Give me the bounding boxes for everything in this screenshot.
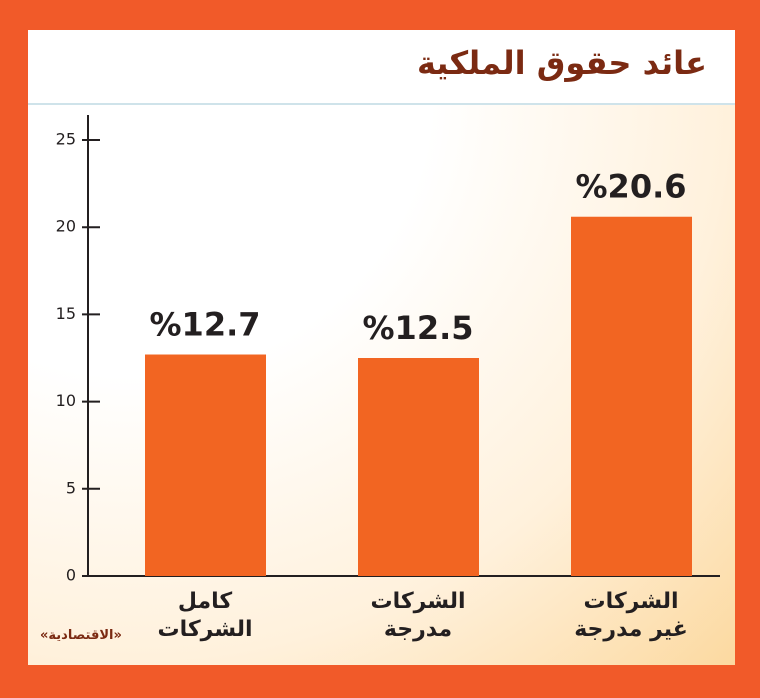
x-tick-label: الشركات مدرجة bbox=[370, 589, 466, 642]
chart-title: عائد حقوق الملكية bbox=[417, 44, 707, 82]
value-label: %12.5 bbox=[362, 309, 473, 347]
bar bbox=[571, 216, 692, 576]
panel: عائد حقوق الملكية 0 5 10 15 20 25 %12.7 %12.5 %2… bbox=[28, 30, 735, 665]
y-tick-label: 10 bbox=[56, 391, 76, 410]
y-tick-label: 0 bbox=[66, 566, 76, 585]
bar bbox=[358, 358, 479, 576]
y-tick-label: 20 bbox=[56, 217, 76, 236]
chart: 0 5 10 15 20 25 %12.7 %12.5 %20.6 bbox=[56, 115, 720, 585]
source: «الاقتصادية» bbox=[40, 628, 122, 643]
title-bar: عائد حقوق الملكية bbox=[28, 30, 735, 105]
bar bbox=[145, 354, 266, 576]
x-tick-label: الشركات غير مدرجة bbox=[574, 589, 688, 642]
value-label: %20.6 bbox=[575, 168, 686, 206]
y-tick-label: 15 bbox=[56, 304, 76, 323]
x-tick-label: كامل الشركات bbox=[157, 589, 253, 642]
value-label: %12.7 bbox=[149, 306, 260, 344]
y-tick-label: 5 bbox=[66, 478, 76, 497]
y-tick-label: 25 bbox=[56, 130, 76, 149]
